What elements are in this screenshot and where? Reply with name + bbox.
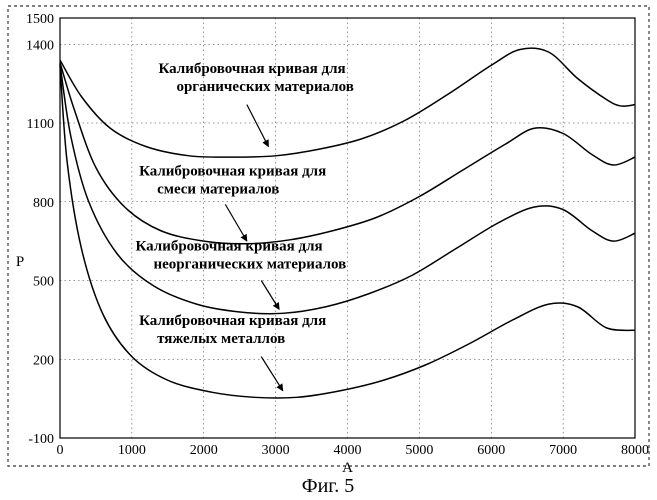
xtick-label: 5000 <box>405 443 433 458</box>
xtick-label: 3000 <box>262 443 290 458</box>
anno-heavy-metals-line2: тяжелых металлов <box>157 331 285 347</box>
curve-inorganic <box>60 64 635 314</box>
xtick-label: 1000 <box>118 443 146 458</box>
anno-heavy-metals-line1: Калибровочная кривая для <box>139 313 326 329</box>
figure-caption: Фиг. 5 <box>302 475 354 497</box>
ytick-label: 800 <box>33 196 54 211</box>
ytick-label: -100 <box>28 432 54 447</box>
anno-organic-line2: органических материалов <box>176 79 353 95</box>
anno-inorganic-line1: Калибровочная кривая для <box>135 238 322 254</box>
anno-mixture-line2: смеси материалов <box>157 182 279 198</box>
anno-organic-line1: Калибровочная кривая для <box>158 61 345 77</box>
xtick-label: 6000 <box>477 443 505 458</box>
anno-mixture-line1: Калибровочная кривая для <box>139 164 326 180</box>
plot-area: 0 1000 2000 3000 4000 5000 6000 7000 8000 -100 200… <box>16 12 649 476</box>
anno-inorganic-line2: неорганических материалов <box>153 256 346 272</box>
ytick-label: 500 <box>33 275 54 290</box>
y-axis-label: P <box>16 254 24 270</box>
xtick-label: 7000 <box>549 443 577 458</box>
ytick-label: 200 <box>33 353 54 368</box>
ytick-label: 1400 <box>26 38 54 53</box>
ytick-label: 1500 <box>26 12 54 27</box>
arrow-heavy-metals <box>261 357 283 391</box>
arrow-organic <box>247 105 269 147</box>
chart: 0 1000 2000 3000 4000 5000 6000 7000 8000 -100 200… <box>0 0 657 500</box>
arrow-mixture <box>225 204 247 241</box>
x-axis-label: A <box>342 460 353 476</box>
xtick-label: 2000 <box>190 443 218 458</box>
xtick-label: 4000 <box>334 443 362 458</box>
ytick-label: 1100 <box>27 117 54 132</box>
xtick-label: 8000 <box>621 443 649 458</box>
curve-heavy-metals <box>60 65 635 398</box>
arrow-inorganic <box>261 281 279 310</box>
xtick-label: 0 <box>57 443 64 458</box>
